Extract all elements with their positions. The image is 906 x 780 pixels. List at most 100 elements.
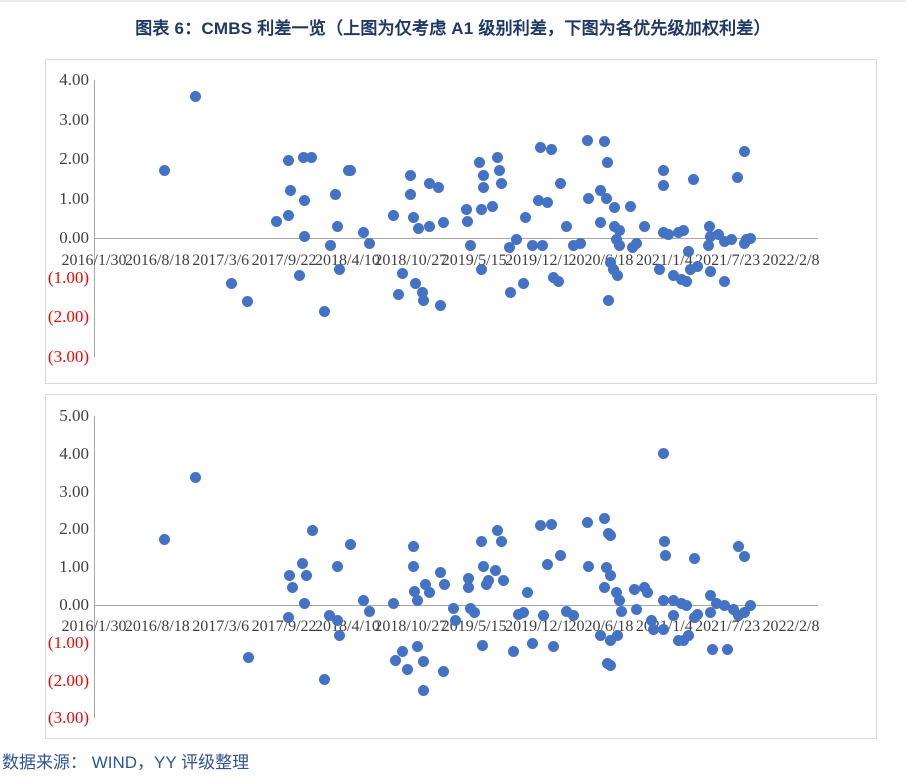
data-point bbox=[582, 134, 594, 146]
data-point bbox=[541, 559, 553, 571]
x-tick-label: 2017/3/6 bbox=[192, 618, 250, 635]
y-tick-label: 0.00 bbox=[59, 595, 89, 614]
data-point bbox=[392, 289, 404, 301]
data-point bbox=[412, 594, 424, 606]
data-point bbox=[412, 640, 424, 652]
data-point bbox=[732, 610, 744, 622]
data-point bbox=[625, 200, 637, 212]
data-point bbox=[639, 220, 651, 232]
data-point bbox=[704, 590, 716, 602]
scatter-chart-weighted-spread: 5.00 4.00 3.00 2.00 1.00 0.00 (1.00) (2.00) (3.0… bbox=[45, 394, 877, 739]
data-point bbox=[416, 287, 428, 299]
data-point bbox=[475, 204, 487, 216]
data-point bbox=[605, 569, 617, 581]
data-point bbox=[595, 217, 607, 229]
data-point bbox=[583, 560, 595, 572]
data-point bbox=[345, 164, 357, 176]
data-point bbox=[738, 551, 750, 563]
data-point bbox=[405, 189, 417, 201]
data-point bbox=[318, 305, 330, 317]
data-point bbox=[598, 135, 610, 147]
data-point bbox=[667, 595, 679, 607]
figure-title: 图表 6：CMBS 利差一览（上图为仅考虑 A1 级别利差，下图为各优先级加权利… bbox=[135, 19, 771, 38]
data-point bbox=[418, 684, 430, 696]
y-axis-line bbox=[94, 416, 95, 718]
data-point bbox=[732, 540, 744, 552]
data-point bbox=[745, 232, 757, 244]
x-tick-label: 2022/2/8 bbox=[762, 618, 820, 635]
data-point bbox=[489, 565, 501, 577]
data-point bbox=[318, 674, 330, 686]
data-point bbox=[546, 144, 558, 156]
data-point bbox=[612, 270, 624, 282]
x-tick-label: 2016/1/30 bbox=[61, 252, 127, 269]
data-point bbox=[478, 560, 490, 572]
data-point bbox=[435, 299, 447, 311]
data-point bbox=[682, 245, 694, 257]
x-tick-label: 2017/3/6 bbox=[192, 252, 250, 269]
y-tick-label: 2.00 bbox=[59, 149, 89, 168]
data-point bbox=[397, 267, 409, 279]
data-point bbox=[225, 278, 237, 290]
data-point bbox=[510, 234, 522, 246]
data-point bbox=[613, 594, 625, 606]
data-point bbox=[503, 242, 515, 254]
data-point bbox=[294, 269, 306, 281]
data-point bbox=[473, 157, 485, 169]
data-point bbox=[582, 517, 594, 529]
data-point bbox=[387, 597, 399, 609]
data-point bbox=[497, 574, 509, 586]
data-point bbox=[363, 237, 375, 249]
data-point bbox=[613, 224, 625, 236]
y-tick-label: 4.00 bbox=[59, 70, 89, 89]
data-point bbox=[492, 152, 504, 164]
data-point bbox=[680, 599, 692, 611]
data-point bbox=[575, 237, 587, 249]
data-point bbox=[657, 595, 669, 607]
data-point bbox=[538, 610, 550, 622]
x-tick-label: 2019/12/1 bbox=[505, 618, 570, 635]
data-point bbox=[468, 607, 480, 619]
x-tick-label: 2019/5/15 bbox=[441, 252, 507, 269]
data-point bbox=[282, 612, 294, 624]
data-point bbox=[492, 524, 504, 536]
data-point bbox=[460, 204, 472, 216]
data-point bbox=[325, 239, 337, 251]
data-point bbox=[728, 604, 740, 616]
data-point bbox=[682, 630, 694, 642]
data-point bbox=[517, 277, 529, 289]
data-point bbox=[332, 560, 344, 572]
y-axis-line bbox=[94, 80, 95, 357]
y-tick-label: (2.00) bbox=[47, 670, 89, 690]
x-tick-label: 2016/1/30 bbox=[61, 618, 127, 635]
data-point bbox=[718, 275, 730, 287]
data-point bbox=[704, 265, 716, 277]
data-point bbox=[282, 155, 294, 167]
data-point bbox=[547, 272, 559, 284]
y-tick-label: 3.00 bbox=[59, 109, 89, 129]
data-point bbox=[482, 574, 494, 586]
data-point bbox=[158, 534, 170, 546]
data-point bbox=[657, 227, 669, 239]
data-point bbox=[437, 217, 449, 229]
data-point bbox=[601, 157, 613, 169]
data-point bbox=[707, 644, 719, 656]
data-point bbox=[522, 587, 534, 599]
data-point bbox=[678, 224, 690, 236]
y-tick-label: 1.00 bbox=[59, 557, 89, 577]
x-tick-label: 2021/7/23 bbox=[695, 618, 761, 635]
data-point bbox=[568, 239, 580, 251]
data-point bbox=[333, 630, 345, 642]
x-tick-label: 2017/9/22 bbox=[251, 252, 317, 269]
data-point bbox=[437, 665, 449, 677]
data-point bbox=[663, 229, 675, 241]
data-point bbox=[478, 182, 490, 194]
data-point bbox=[435, 567, 447, 579]
data-point bbox=[242, 296, 254, 308]
data-point bbox=[517, 607, 529, 619]
data-point bbox=[190, 472, 202, 484]
data-point bbox=[332, 615, 344, 627]
data-point bbox=[615, 605, 627, 617]
y-tick-label: 2.00 bbox=[59, 519, 89, 539]
